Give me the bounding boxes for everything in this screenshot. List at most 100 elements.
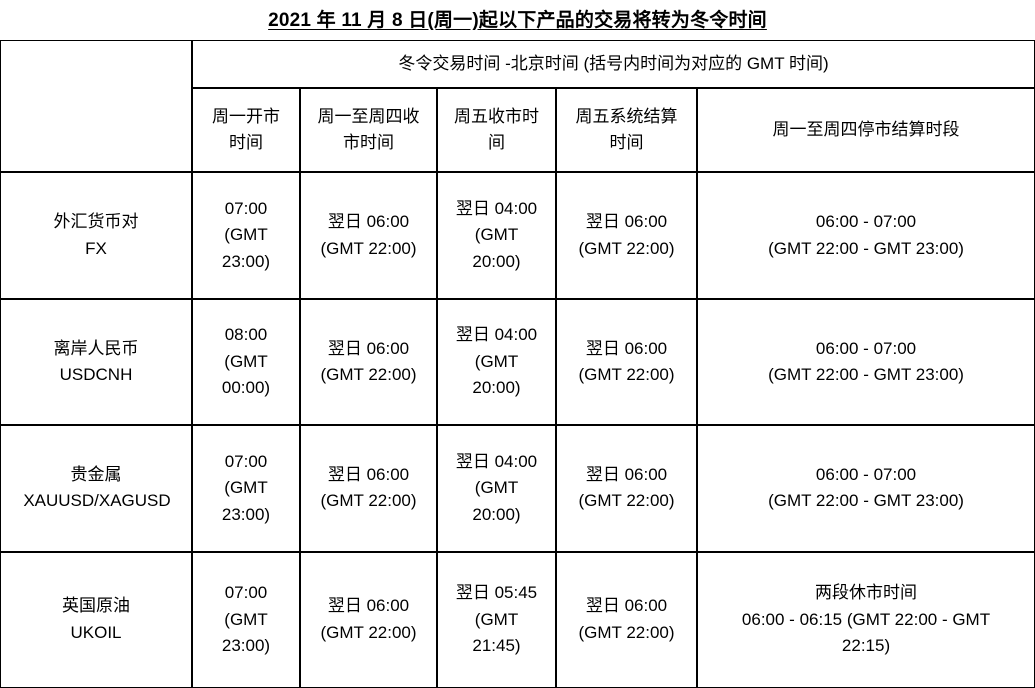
trading-hours-table: 冬令交易时间 -北京时间 (括号内时间为对应的 GMT 时间) 周一开市 时间 … — [0, 40, 1035, 688]
cell-monthu-settle: 06:00 - 07:00 (GMT 22:00 - GMT 23:00) — [697, 425, 1035, 552]
cell-line-2: (GMT — [224, 609, 268, 629]
product-name-cn: 贵金属 — [70, 464, 122, 484]
cell-mon-open: 08:00 (GMT 00:00) — [192, 298, 300, 426]
cell-line-2: (GMT — [474, 225, 519, 245]
cell-line-1: 翌日 06:00 — [327, 212, 410, 232]
header-fri-settle: 周五系统结算 时间 — [556, 88, 697, 173]
product-name-code: XAUUSD/XAGUSD — [23, 491, 171, 511]
table-row: 离岸人民币 USDCNH 08:00 (GMT 00:00) 翌日 06:00 … — [0, 298, 1035, 426]
header-mon-open: 周一开市 时间 — [192, 88, 300, 173]
cell-fri-settle: 翌日 06:00 (GMT 22:00) — [556, 551, 697, 688]
cell-mon-open: 07:00 (GMT 23:00) — [192, 425, 300, 552]
cell-line-1: 06:00 - 07:00 — [815, 338, 917, 358]
cell-line-3: 23:00) — [221, 635, 271, 655]
cell-line-1: 翌日 04:00 — [455, 451, 538, 471]
cell-monthu-close: 翌日 06:00 (GMT 22:00) — [300, 172, 437, 299]
cell-line-2: (GMT — [224, 225, 268, 245]
page-title: 2021 年 11 月 8 日(周一)起以下产品的交易将转为冬令时间 — [268, 9, 767, 31]
table-row: 英国原油 UKOIL 07:00 (GMT 23:00) 翌日 06:00 (G… — [0, 551, 1035, 688]
header-monthu-close: 周一至周四收 市时间 — [300, 88, 437, 173]
cell-line-2: (GMT 22:00 - GMT 23:00) — [768, 238, 964, 258]
cell-line-1: 翌日 04:00 — [455, 325, 538, 345]
cell-fri-close: 翌日 05:45 (GMT 21:45) — [437, 551, 556, 688]
cell-fri-close: 翌日 04:00 (GMT 20:00) — [437, 425, 556, 552]
cell-line-3: 00:00) — [221, 378, 271, 398]
cell-line-2: (GMT 22:00) — [578, 622, 675, 642]
header-corner-blank — [0, 40, 192, 173]
product-name-cn: 外汇货币对 — [53, 212, 139, 232]
cell-line-1: 翌日 06:00 — [327, 338, 410, 358]
header-monthu-settle: 周一至周四停市结算时段 — [697, 88, 1035, 173]
cell-monthu-settle: 06:00 - 07:00 (GMT 22:00 - GMT 23:00) — [697, 172, 1035, 299]
header-monthu-close-line1: 周一至周四收 — [317, 106, 420, 126]
header-fri-close-line2: 间 — [488, 133, 505, 153]
table-header-sub-row: 周一开市 时间 周一至周四收 市时间 周五收市时 间 周五系统结算 时间 周一至… — [0, 88, 1035, 173]
page-title-container: 2021 年 11 月 8 日(周一)起以下产品的交易将转为冬令时间 — [0, 0, 1035, 40]
cell-line-2: 06:00 - 06:15 (GMT 22:00 - GMT — [741, 609, 991, 629]
product-name-code: UKOIL — [70, 622, 122, 642]
cell-line-2: (GMT 22:00) — [320, 491, 417, 511]
cell-line-1: 翌日 06:00 — [327, 464, 410, 484]
cell-line-2: (GMT 22:00 - GMT 23:00) — [768, 491, 964, 511]
product-name-code: FX — [85, 238, 107, 258]
product-name-cn: 英国原油 — [62, 596, 130, 616]
row-product-fx: 外汇货币对 FX — [0, 172, 192, 299]
cell-line-3: 23:00) — [221, 504, 271, 524]
table-row: 外汇货币对 FX 07:00 (GMT 23:00) 翌日 06:00 (GMT… — [0, 172, 1035, 299]
cell-line-1: 06:00 - 07:00 — [815, 464, 917, 484]
cell-line-3: 22:15) — [841, 635, 891, 655]
product-name-cn: 离岸人民币 — [53, 338, 139, 358]
header-fri-settle-line1: 周五系统结算 — [575, 106, 678, 126]
cell-line-2: (GMT 22:00) — [320, 238, 417, 258]
cell-line-1: 翌日 06:00 — [585, 464, 668, 484]
cell-fri-settle: 翌日 06:00 (GMT 22:00) — [556, 298, 697, 426]
header-monthu-close-line2: 市时间 — [343, 133, 394, 153]
cell-line-1: 07:00 — [224, 451, 268, 471]
header-group-winter-hours: 冬令交易时间 -北京时间 (括号内时间为对应的 GMT 时间) — [192, 40, 1035, 89]
cell-monthu-settle: 06:00 - 07:00 (GMT 22:00 - GMT 23:00) — [697, 298, 1035, 426]
cell-line-1: 翌日 04:00 — [455, 199, 538, 219]
cell-fri-close: 翌日 04:00 (GMT 20:00) — [437, 298, 556, 426]
cell-line-2: (GMT 22:00) — [578, 491, 675, 511]
table-header-group-row: 冬令交易时间 -北京时间 (括号内时间为对应的 GMT 时间) — [0, 40, 1035, 173]
row-product-metals: 贵金属 XAUUSD/XAGUSD — [0, 425, 192, 552]
cell-line-2: (GMT 22:00) — [578, 364, 675, 384]
row-product-ukoil: 英国原油 UKOIL — [0, 551, 192, 688]
cell-line-1: 07:00 — [224, 583, 268, 603]
cell-line-1: 08:00 — [224, 325, 268, 345]
cell-line-1: 两段休市时间 — [815, 583, 918, 603]
cell-line-2: (GMT 22:00) — [320, 622, 417, 642]
cell-line-2: (GMT — [224, 351, 268, 371]
header-mon-open-line1: 周一开市 — [212, 106, 280, 126]
product-name-code: USDCNH — [59, 364, 133, 384]
cell-line-3: 20:00) — [472, 251, 521, 271]
cell-line-1: 翌日 06:00 — [585, 338, 668, 358]
cell-line-3: 21:45) — [472, 635, 521, 655]
cell-line-2: (GMT 22:00 - GMT 23:00) — [768, 364, 964, 384]
header-fri-close: 周五收市时 间 — [437, 88, 556, 173]
cell-line-1: 06:00 - 07:00 — [815, 212, 917, 232]
cell-fri-settle: 翌日 06:00 (GMT 22:00) — [556, 172, 697, 299]
cell-monthu-close: 翌日 06:00 (GMT 22:00) — [300, 298, 437, 426]
cell-line-2: (GMT — [474, 609, 519, 629]
cell-fri-close: 翌日 04:00 (GMT 20:00) — [437, 172, 556, 299]
cell-line-1: 翌日 06:00 — [585, 212, 668, 232]
cell-fri-settle: 翌日 06:00 (GMT 22:00) — [556, 425, 697, 552]
cell-line-1: 07:00 — [224, 199, 268, 219]
cell-line-1: 翌日 06:00 — [585, 596, 668, 616]
cell-line-3: 20:00) — [472, 504, 521, 524]
table-row: 贵金属 XAUUSD/XAGUSD 07:00 (GMT 23:00) 翌日 0… — [0, 425, 1035, 552]
cell-line-1: 翌日 05:45 — [455, 583, 538, 603]
header-mon-open-line2: 时间 — [229, 133, 263, 153]
header-monthu-settle-label: 周一至周四停市结算时段 — [772, 120, 960, 140]
cell-monthu-close: 翌日 06:00 (GMT 22:00) — [300, 425, 437, 552]
row-product-usdcnh: 离岸人民币 USDCNH — [0, 298, 192, 426]
header-fri-settle-line2: 时间 — [609, 133, 644, 153]
cell-line-2: (GMT 22:00) — [320, 364, 417, 384]
cell-mon-open: 07:00 (GMT 23:00) — [192, 551, 300, 688]
cell-line-2: (GMT 22:00) — [578, 238, 675, 258]
cell-line-2: (GMT — [474, 351, 519, 371]
cell-monthu-close: 翌日 06:00 (GMT 22:00) — [300, 551, 437, 688]
cell-monthu-settle: 两段休市时间 06:00 - 06:15 (GMT 22:00 - GMT 22… — [697, 551, 1035, 688]
cell-line-3: 23:00) — [221, 251, 271, 271]
